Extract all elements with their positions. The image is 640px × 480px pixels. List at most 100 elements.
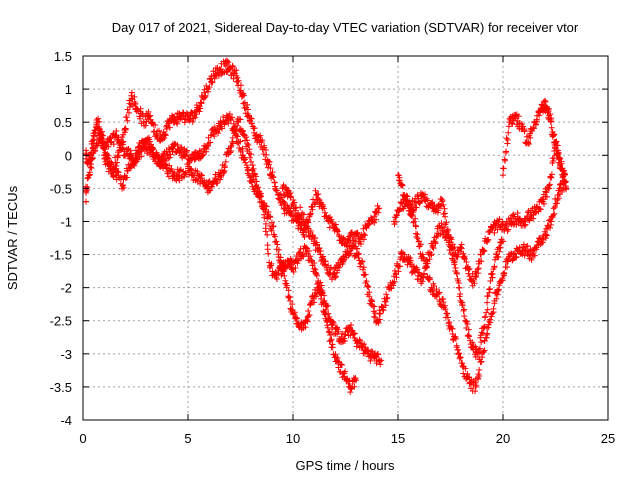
data-point (548, 174, 555, 181)
x-tick-label: 25 (601, 431, 615, 446)
data-point (459, 360, 466, 367)
data-point (203, 146, 210, 153)
data-point (334, 228, 341, 235)
data-point (545, 105, 552, 112)
data-point (318, 292, 325, 299)
y-tick-label: -3 (60, 347, 72, 362)
data-point (550, 132, 557, 139)
data-point (269, 223, 276, 230)
data-point (281, 272, 288, 279)
data-point (457, 291, 464, 298)
data-point (551, 138, 558, 145)
data-point (128, 164, 135, 171)
data-point (322, 209, 329, 216)
data-point (446, 319, 453, 326)
data-point (307, 253, 314, 260)
data-point (456, 350, 463, 357)
data-point (98, 128, 105, 135)
data-point (189, 118, 196, 125)
data-point (486, 228, 493, 235)
data-point (550, 157, 557, 164)
data-point (486, 289, 493, 296)
data-point (549, 214, 556, 221)
data-point (417, 241, 424, 248)
data-point (497, 244, 504, 251)
data-point (88, 150, 95, 157)
data-point (96, 118, 103, 125)
data-point (524, 213, 531, 220)
data-point (239, 127, 246, 134)
data-point (366, 293, 373, 300)
data-point (268, 219, 275, 226)
data-point (555, 150, 562, 157)
data-point (252, 183, 259, 190)
data-point (476, 366, 483, 373)
data-point (436, 289, 443, 296)
data-point (240, 92, 247, 99)
data-point (136, 148, 143, 155)
data-point (363, 224, 370, 231)
plot-frame (82, 55, 609, 421)
data-point (371, 313, 378, 320)
data-point (184, 153, 191, 160)
data-point (161, 135, 168, 142)
data-point (497, 239, 504, 246)
data-point (504, 228, 511, 235)
data-point (457, 354, 464, 361)
data-point (444, 314, 451, 321)
data-point (375, 350, 382, 357)
data-point (521, 246, 528, 253)
data-point (280, 198, 287, 205)
data-point (290, 197, 297, 204)
data-point (322, 261, 329, 268)
data-point (126, 109, 133, 116)
data-point (488, 313, 495, 320)
data-point (308, 257, 315, 264)
data-point (484, 299, 491, 306)
data-point (130, 161, 137, 168)
data-point (225, 120, 232, 127)
data-point (193, 111, 200, 118)
data-point (250, 165, 257, 172)
data-point (283, 282, 290, 289)
data-point (306, 211, 313, 218)
data-point (410, 219, 417, 226)
data-point (369, 298, 376, 305)
data-point (353, 377, 359, 384)
data-point (241, 105, 248, 112)
data-point (235, 77, 242, 84)
data-points (83, 57, 570, 396)
data-point (199, 152, 206, 159)
y-axis-label: SDTVAR / TECUs (5, 185, 20, 290)
data-point (248, 120, 255, 127)
data-point (426, 276, 433, 283)
data-point (287, 193, 294, 200)
data-point (279, 261, 286, 268)
data-point (541, 97, 548, 104)
data-point (275, 251, 282, 258)
data-point (118, 146, 125, 153)
data-point (191, 156, 198, 163)
data-point (119, 182, 126, 189)
data-point (465, 326, 472, 333)
data-point (552, 140, 559, 147)
data-point (301, 320, 308, 327)
data-point (200, 149, 207, 156)
data-point (371, 213, 378, 220)
data-point (313, 272, 320, 279)
data-point (327, 214, 334, 221)
data-point (198, 171, 205, 178)
data-point (115, 134, 122, 141)
data-point (554, 200, 561, 207)
data-point (228, 147, 235, 154)
data-point (251, 125, 258, 132)
data-point (257, 192, 264, 199)
data-point (550, 155, 557, 162)
data-point (448, 236, 455, 243)
data-point (225, 59, 232, 66)
data-point (501, 270, 508, 277)
data-point (444, 227, 451, 234)
data-point (285, 294, 292, 301)
data-point (321, 309, 328, 316)
data-point (174, 120, 181, 127)
